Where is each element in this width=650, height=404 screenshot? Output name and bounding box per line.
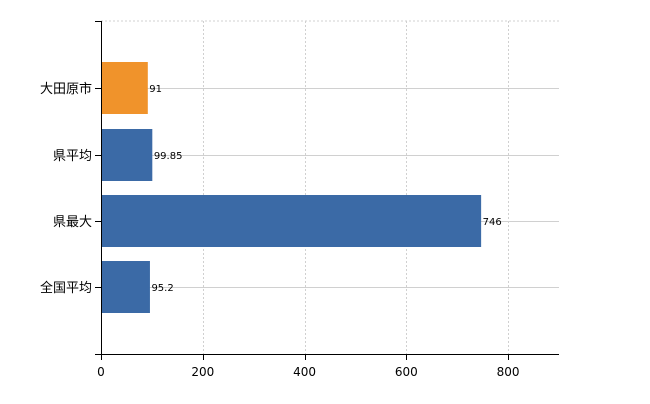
data-label: 746 [483, 217, 502, 228]
y-tick-label: 大田原市 [40, 81, 92, 97]
bar [101, 129, 153, 181]
y-tick-label: 県平均 [53, 149, 92, 164]
bar [101, 62, 148, 114]
grid-layer [101, 20, 559, 354]
x-tick-label: 0 [97, 365, 105, 379]
y-tick-label: 全国平均 [40, 280, 92, 296]
bar [101, 195, 482, 247]
bar [101, 261, 150, 313]
data-label: 99.85 [154, 151, 183, 162]
x-tick-label: 800 [497, 365, 520, 379]
x-tick-label: 200 [191, 365, 214, 379]
x-tick-label: 400 [293, 365, 316, 379]
data-label: 95.2 [151, 283, 173, 294]
x-tick-label: 600 [395, 365, 418, 379]
axis-layer [95, 21, 559, 360]
y-tick-label: 県最大 [53, 215, 92, 230]
bar-layer [101, 62, 482, 313]
data-label: 91 [149, 84, 162, 95]
